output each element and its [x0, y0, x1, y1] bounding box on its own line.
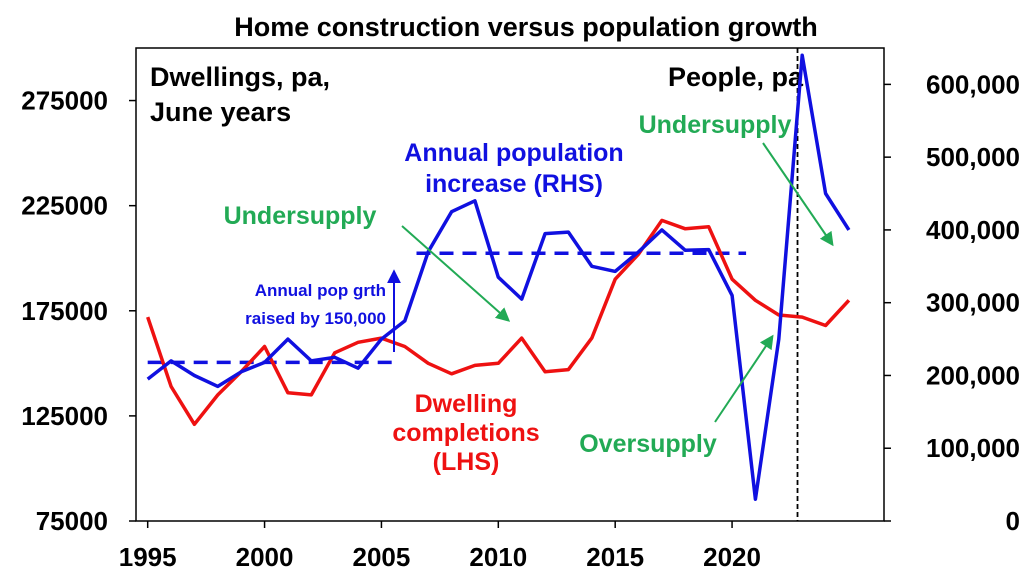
x-tick-label: 2005: [353, 542, 411, 572]
right-y-tick-label: 400,000: [926, 215, 1020, 245]
left-axis-label-1: Dwellings, pa,: [150, 62, 330, 92]
left-y-tick-label: 75000: [36, 506, 108, 536]
x-tick-label: 1995: [119, 542, 177, 572]
pop-series-label-2: increase (RHS): [425, 170, 603, 198]
plot-area: [135, 47, 885, 522]
undersupply-label-2: Undersupply: [639, 111, 792, 139]
right-y-axis: 0 100,000 200,000 300,000 400,000 500,000 600,…: [884, 69, 1020, 536]
dwell-series-label-3: (LHS): [433, 448, 500, 476]
x-tick-label: 2000: [236, 542, 294, 572]
right-y-tick-label: 0: [1006, 506, 1020, 536]
pop-growth-note-1: Annual pop grth: [255, 281, 386, 300]
x-tick-label: 2010: [469, 542, 527, 572]
pop-series-label-1: Annual population: [404, 139, 623, 167]
right-y-tick-label: 500,000: [926, 142, 1020, 172]
chart-title: Home construction versus population grow…: [234, 12, 818, 42]
x-tick-label: 2020: [703, 542, 761, 572]
oversupply-label: Oversupply: [579, 430, 717, 458]
undersupply-arrow-2: [762, 142, 834, 247]
right-y-tick-label: 200,000: [926, 360, 1020, 390]
left-y-tick-label: 275000: [21, 86, 108, 116]
left-y-tick-label: 225000: [21, 191, 108, 221]
pop-growth-note-2: raised by 150,000: [245, 309, 386, 328]
left-axis-label-2: June years: [150, 97, 291, 127]
right-y-tick-label: 300,000: [926, 288, 1020, 318]
x-axis: 1995 2000 2005 2010 2015 2020: [119, 521, 761, 572]
left-y-axis: 75000 125000 175000 225000 275000: [21, 86, 136, 536]
dwell-series-label-1: Dwelling: [415, 390, 518, 418]
population-series-line: [146, 53, 851, 501]
left-y-tick-label: 125000: [21, 401, 108, 431]
dwelling-series-line: [146, 218, 851, 427]
right-y-tick-label: 600,000: [926, 69, 1020, 99]
undersupply-label-1: Undersupply: [224, 202, 377, 230]
right-y-tick-label: 100,000: [926, 433, 1020, 463]
left-y-tick-label: 175000: [21, 296, 108, 326]
dwell-series-label-2: completions: [392, 419, 539, 447]
undersupply-arrow-1: [401, 225, 511, 322]
right-axis-label: People, pa: [668, 62, 804, 92]
oversupply-arrow: [714, 334, 774, 423]
series-group: [146, 53, 851, 501]
x-tick-label: 2015: [586, 542, 644, 572]
